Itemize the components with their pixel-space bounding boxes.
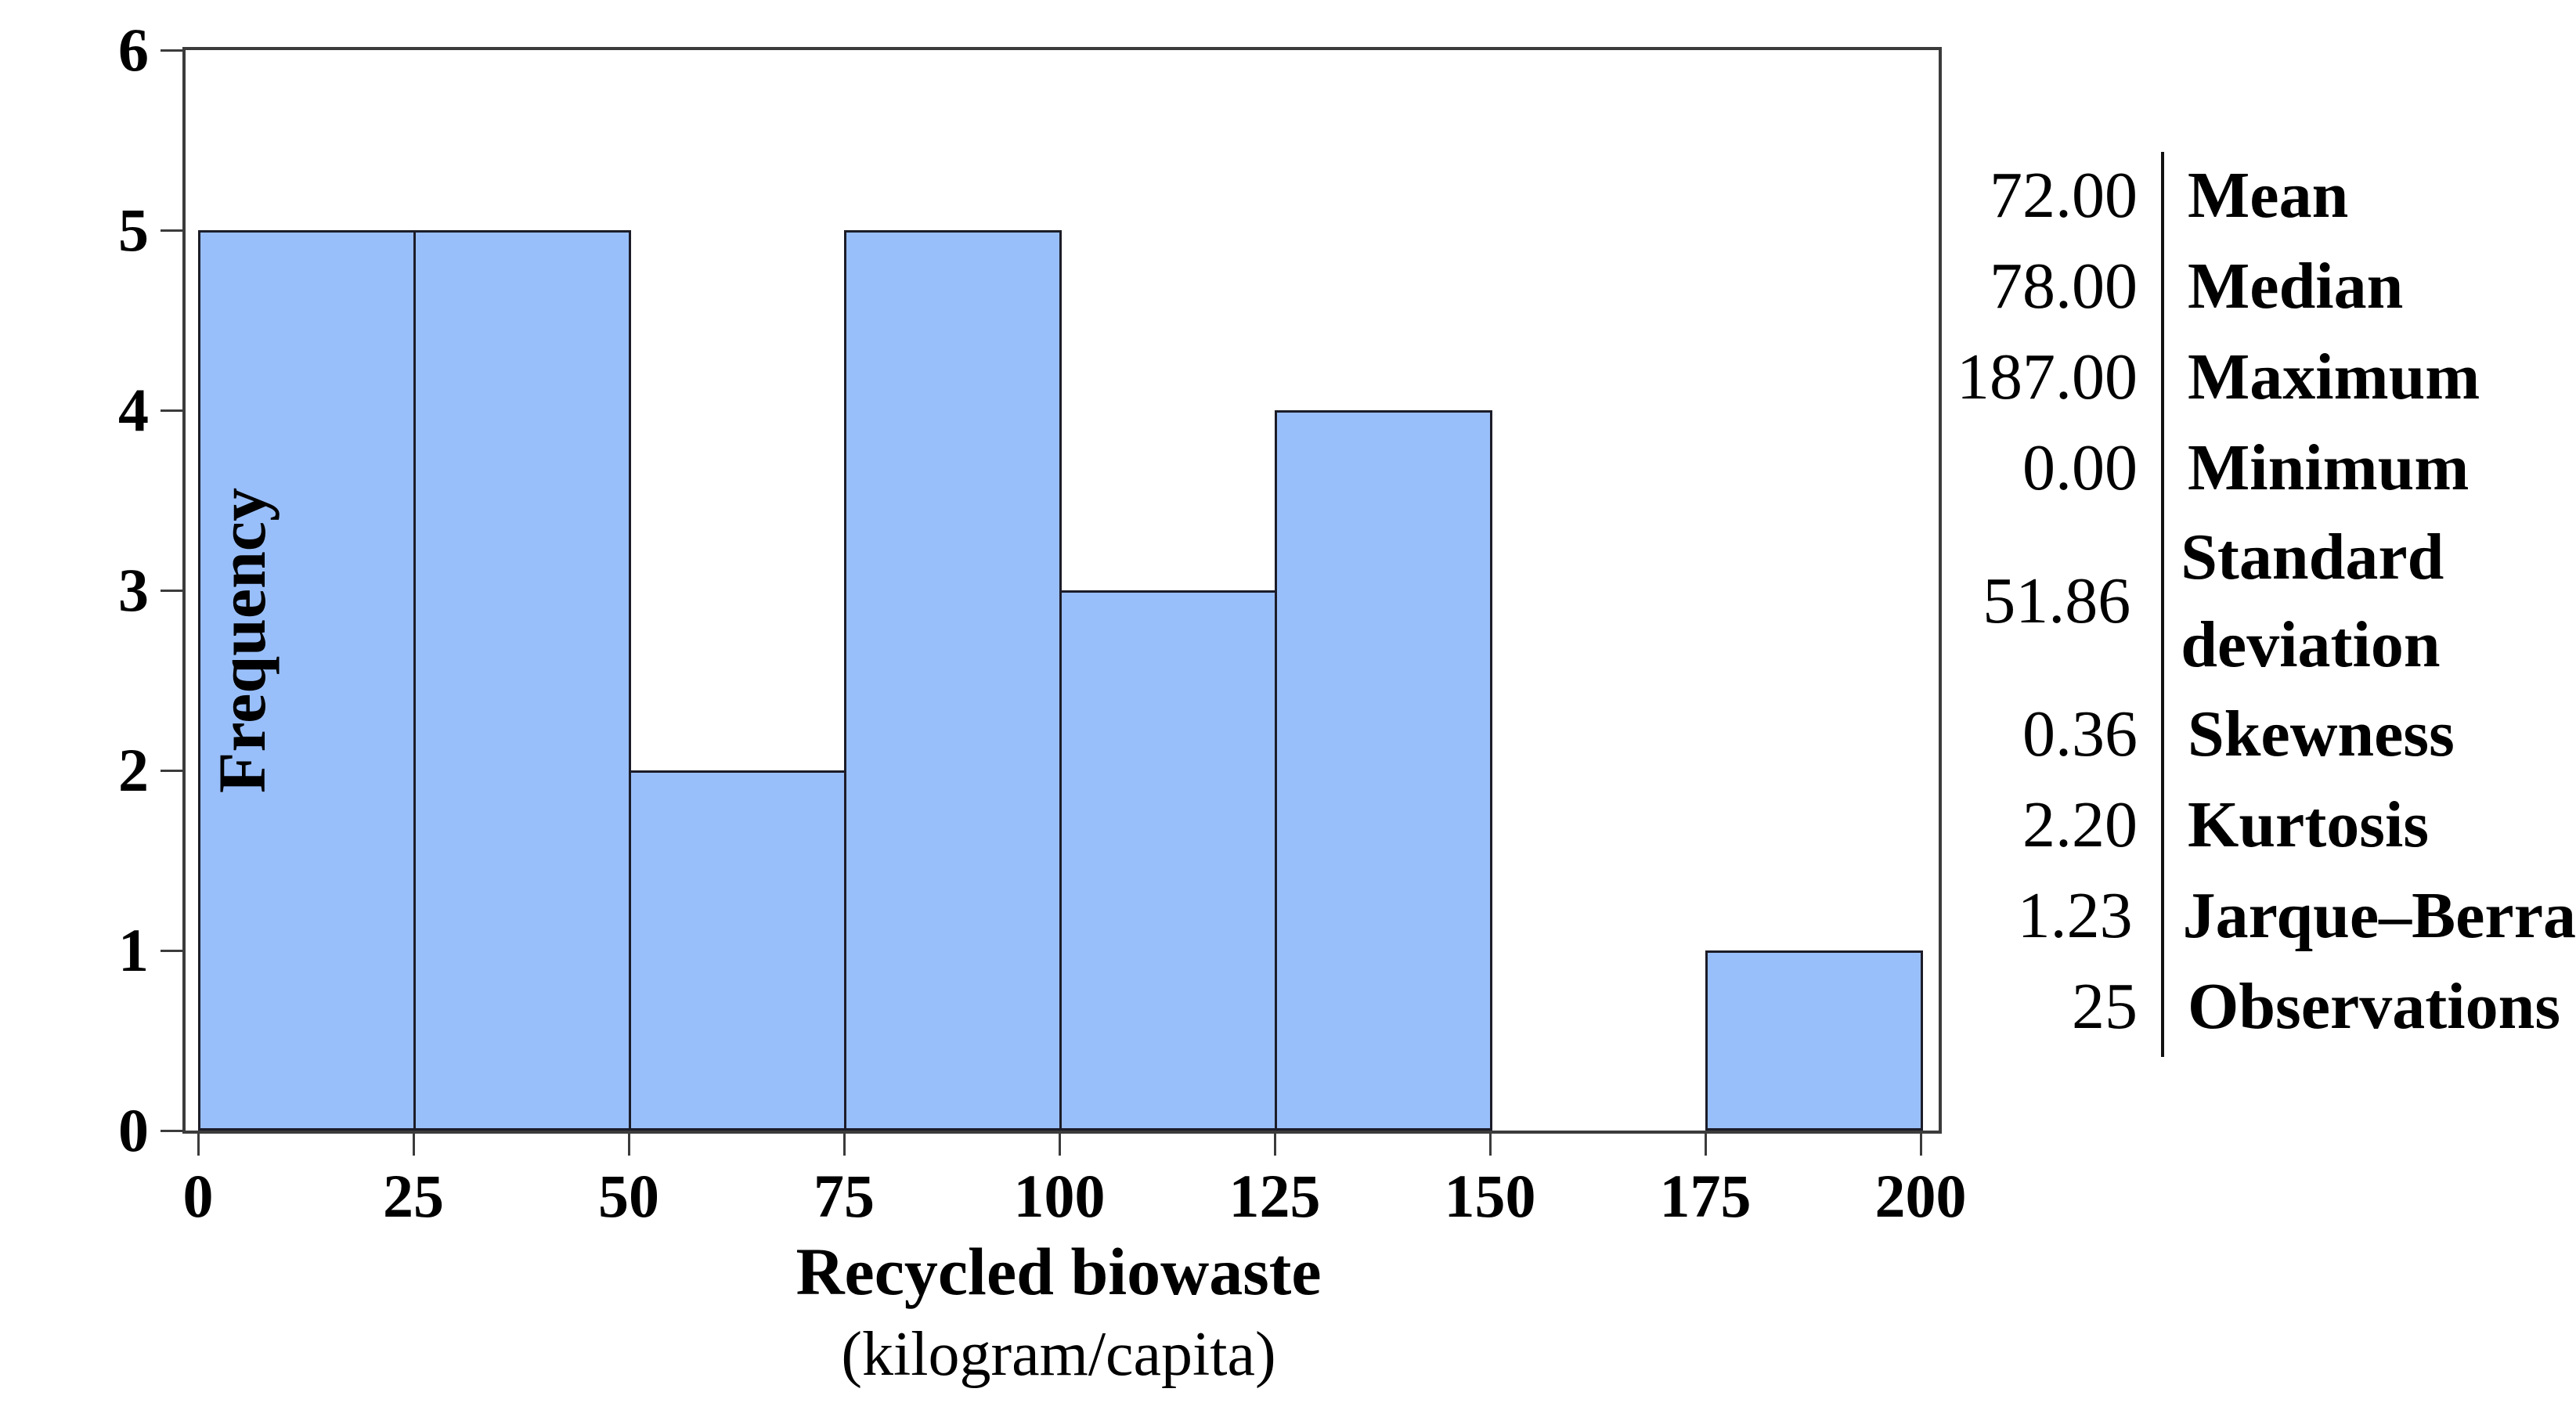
stats-row: 187.00 Maximum [1903,332,2576,423]
x-tick [412,1134,415,1156]
x-tick-label: 100 [1013,1162,1106,1230]
histogram-bar [413,230,631,1131]
y-tick-label: 3 [118,556,149,624]
histogram-bar [1275,410,1492,1131]
stat-label: Kurtosis [2188,788,2430,861]
histogram-bar [198,230,416,1131]
y-tick [161,49,182,52]
x-axis-title: Recycled biowaste [796,1234,1322,1309]
stat-value: 1.23 [2017,879,2133,952]
stat-label: Observations [2188,970,2561,1043]
x-tick [1919,1134,1922,1156]
stats-row: 0.36 Skewness [1903,689,2576,780]
stat-value: 0.36 [2022,698,2138,770]
stat-value: 0.00 [2022,431,2138,504]
histogram-bar [1059,590,1277,1131]
y-tick [161,229,182,232]
stats-row: 78.00 Median [1903,241,2576,332]
stat-value: 51.86 [1983,564,2131,637]
x-tick-label: 150 [1444,1162,1536,1230]
x-tick [1488,1134,1492,1156]
stat-label: Skewness [2188,698,2455,770]
histogram-bar [629,770,846,1131]
stat-label: Mean [2188,159,2349,232]
x-tick-label: 175 [1659,1162,1752,1230]
bars-container [186,50,1939,1131]
x-tick [842,1134,846,1156]
stats-row: 25 Observations [1903,961,2576,1052]
stat-value: 2.20 [2022,788,2138,861]
x-tick-label: 50 [598,1162,659,1230]
histogram-bar [844,230,1062,1131]
histogram-bar [1705,950,1923,1131]
stats-row: 2.20 Kurtosis [1903,780,2576,871]
y-tick-label: 0 [118,1096,149,1164]
x-tick-label: 125 [1228,1162,1321,1230]
y-tick [161,769,182,772]
x-tick [1704,1134,1707,1156]
stats-row: 51.86 Standard deviation [1903,514,2576,689]
stats-panel: 72.00 Mean 78.00 Median 187.00 Maximum 0.00 Min… [1903,150,2576,1057]
stats-row: 1.23 Jarque–Berra [1903,871,2576,961]
stat-value: 187.00 [1957,341,2138,413]
x-tick-label: 0 [182,1162,214,1230]
y-axis-title: Frequency [204,487,280,794]
stats-divider [2161,152,2164,1057]
x-axis-subtitle: (kilogram/capita) [841,1320,1276,1389]
y-tick [161,1129,182,1132]
x-tick [1273,1134,1276,1156]
plot-area: Frequency [182,47,1942,1134]
y-tick [161,409,182,412]
stats-row: 72.00 Mean [1903,150,2576,241]
stat-label: Maximum [2188,341,2480,413]
y-tick-label: 4 [118,376,149,444]
y-tick-label: 5 [118,196,149,264]
y-tick-label: 2 [118,736,149,804]
stat-value: 25 [2072,970,2138,1043]
y-tick-label: 1 [118,916,149,984]
y-tick [161,949,182,952]
stat-label: Minimum [2188,431,2470,504]
stat-value: 72.00 [1990,159,2138,232]
x-tick [627,1134,630,1156]
x-tick-label: 75 [814,1162,875,1230]
x-tick-label: 25 [383,1162,444,1230]
x-tick [1058,1134,1061,1156]
stat-label: Standard deviation [2181,521,2444,681]
x-tick [197,1134,200,1156]
stat-label: Jarque–Berra [2182,879,2576,952]
stat-label: Median [2188,250,2404,323]
stat-value: 78.00 [1990,250,2138,323]
y-tick-label: 6 [118,16,149,84]
y-tick [161,589,182,592]
stats-rows-container: 72.00 Mean 78.00 Median 187.00 Maximum 0.00 Min… [1903,150,2576,1052]
x-tick-label: 200 [1874,1162,1967,1230]
stats-row: 0.00 Minimum [1903,423,2576,514]
